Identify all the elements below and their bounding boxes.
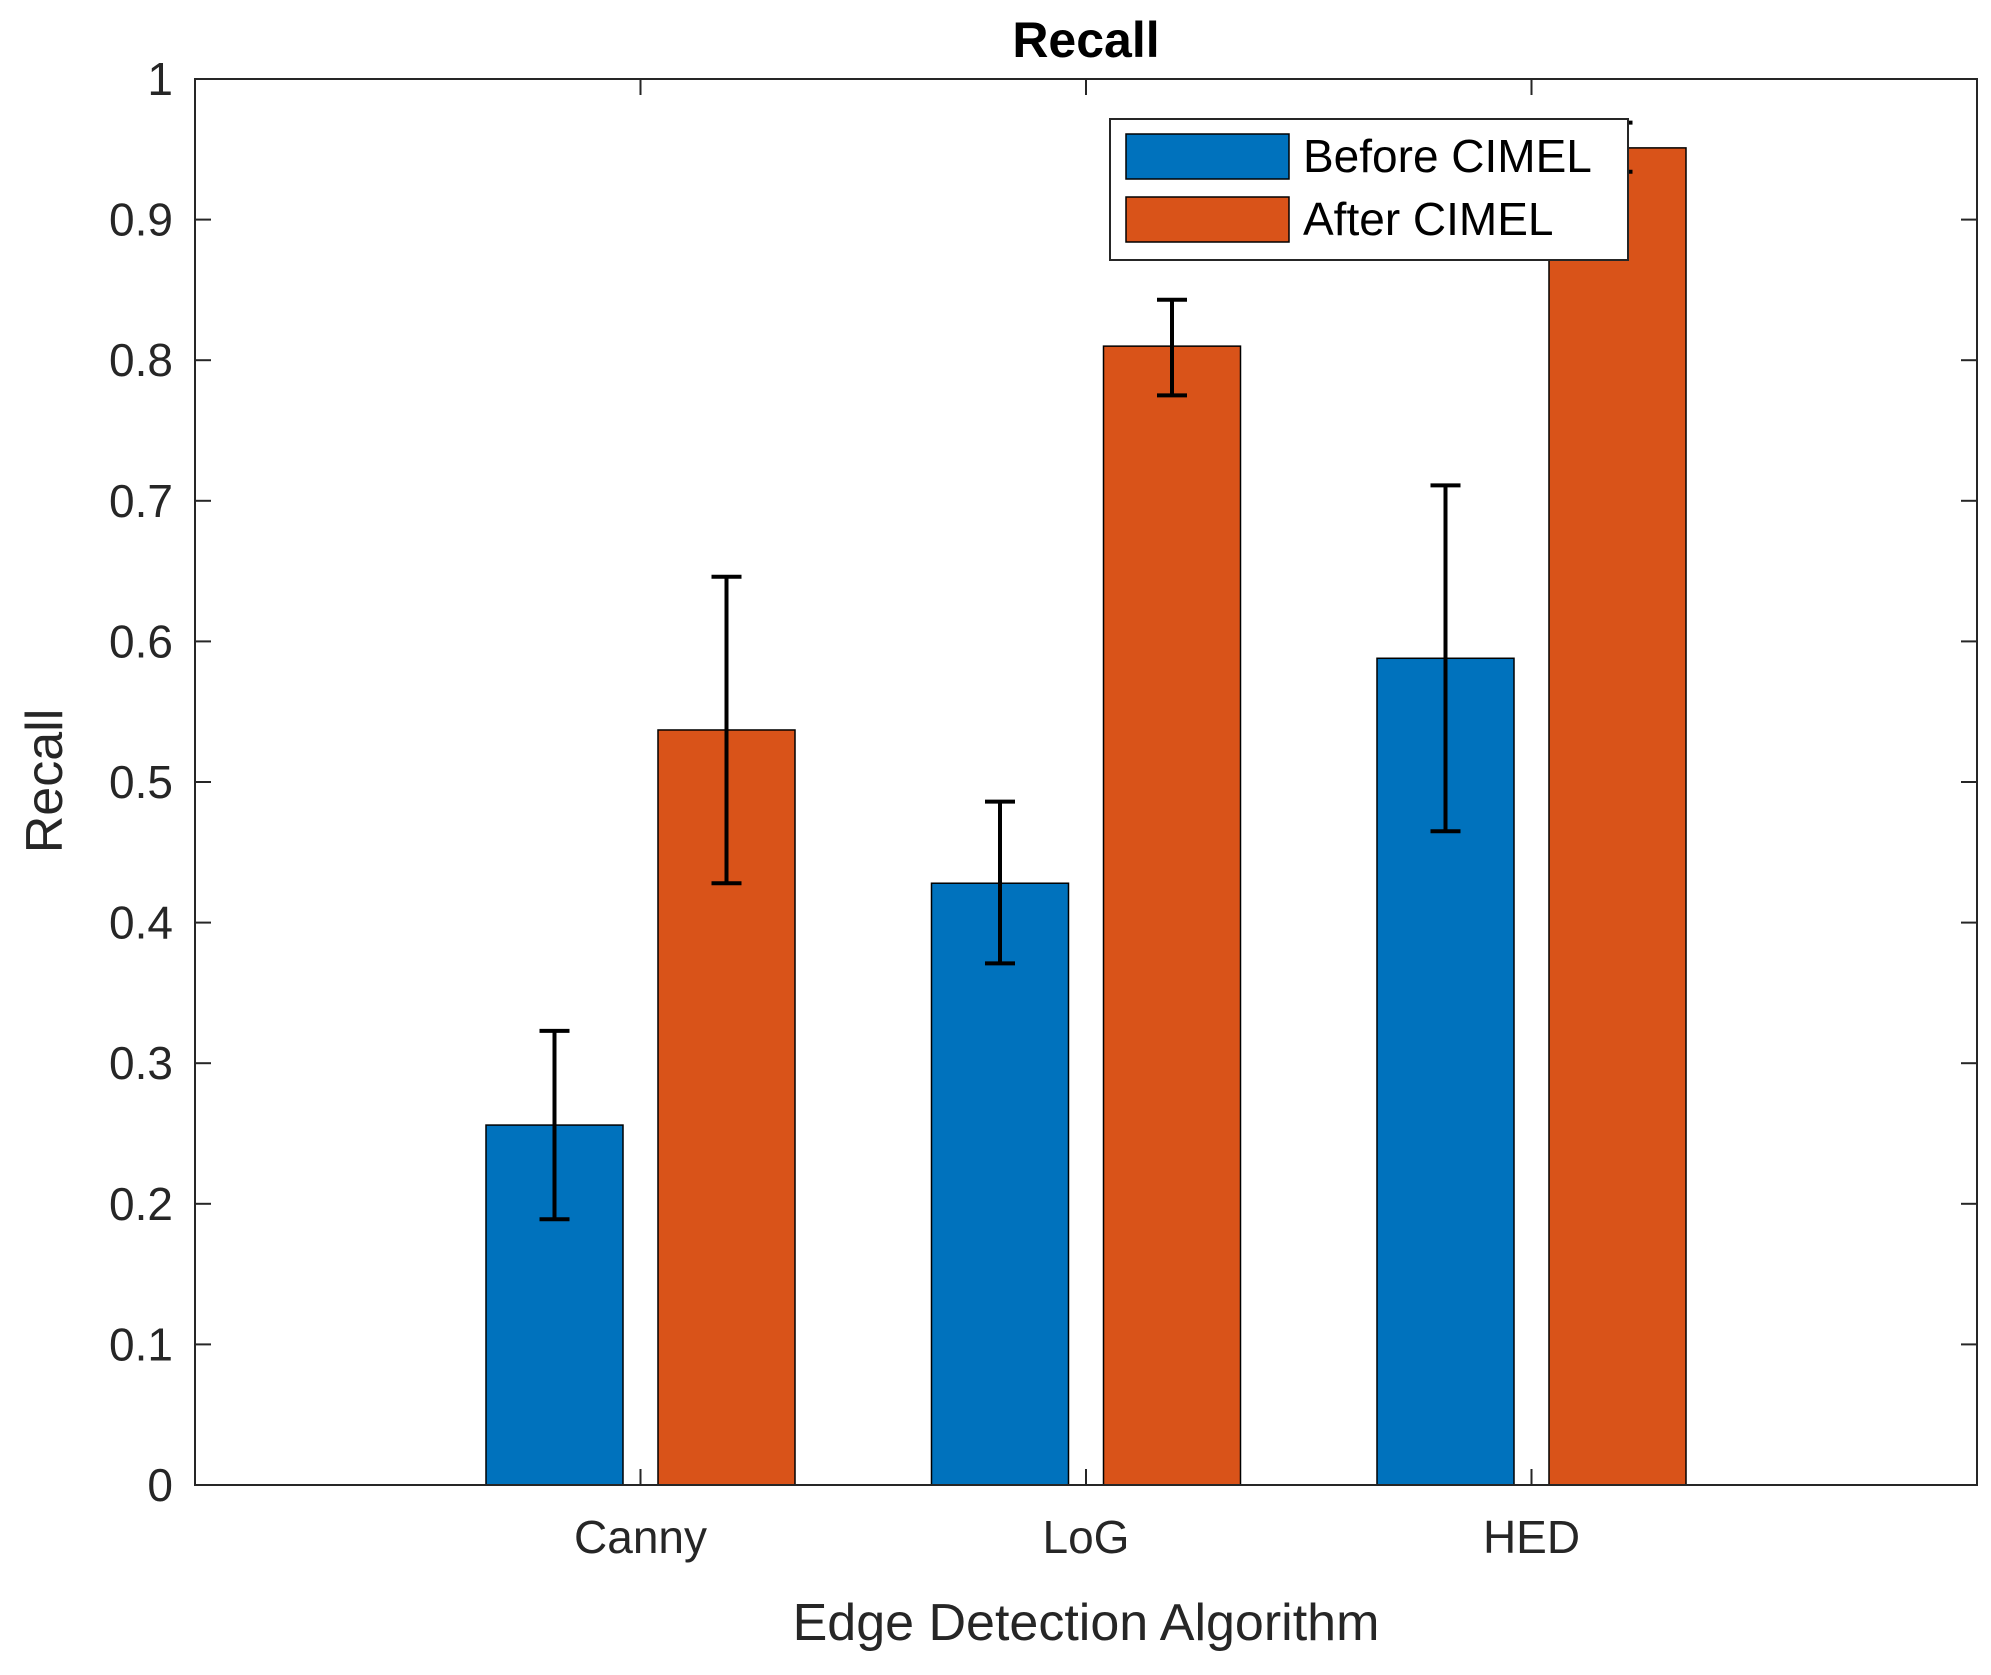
x-axis-label: Edge Detection Algorithm	[793, 1594, 1380, 1652]
legend-label-after: After CIMEL	[1303, 193, 1554, 245]
y-tick-label: 0.7	[109, 475, 173, 527]
error-bar-before-canny	[539, 1028, 570, 1222]
legend-label-before: Before CIMEL	[1303, 130, 1592, 182]
x-tick-label-hed: HED	[1483, 1511, 1580, 1563]
error-bar-before-log	[985, 799, 1015, 966]
y-tick-label: 1	[147, 53, 173, 105]
plot-area	[485, 120, 1687, 1486]
x-tick-label-canny: Canny	[574, 1511, 707, 1563]
y-tick-label: 0.9	[109, 194, 173, 246]
bar-after-hed	[1548, 147, 1687, 1486]
chart-title: Recall	[1012, 12, 1159, 68]
legend-swatch-after	[1125, 196, 1290, 243]
y-tick-label: 0.4	[109, 897, 173, 949]
bar-after-log	[1102, 345, 1242, 1486]
y-tick-label: 0.6	[109, 615, 173, 667]
y-tick-label: 0.5	[109, 756, 173, 808]
y-tick-label: 0.1	[109, 1318, 173, 1370]
y-tick-label: 0.8	[109, 334, 173, 386]
x-tick-label-log: LoG	[1043, 1511, 1130, 1563]
legend-swatch-before	[1125, 133, 1290, 180]
axes: 0 0.1 0.2 0.3 0.4 0.5 0.6 0.7 0.8 0.9 1 Canny LoG HED	[109, 53, 1978, 1563]
y-tick-label: 0	[147, 1459, 173, 1511]
legend: Before CIMEL After CIMEL	[1109, 118, 1629, 261]
y-axis-label: Recall	[16, 709, 74, 854]
y-tick-label: 0.2	[109, 1178, 173, 1230]
y-tick-label: 0.3	[109, 1037, 173, 1089]
bar-before-log	[930, 882, 1070, 1486]
error-bar-before-hed	[1430, 483, 1461, 834]
error-bar-after-log	[1157, 297, 1187, 398]
error-bar-after-canny	[711, 574, 742, 886]
